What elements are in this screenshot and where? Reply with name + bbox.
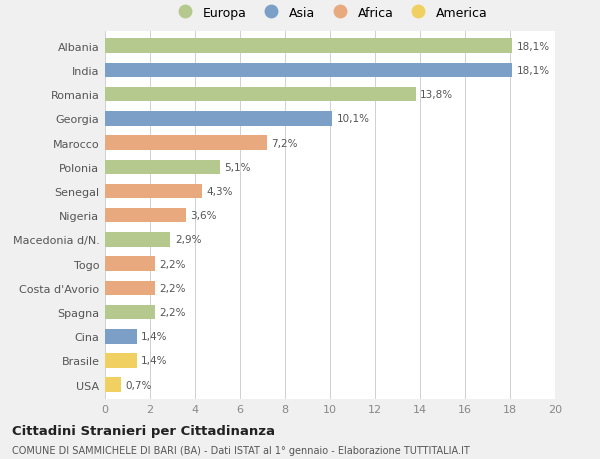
Bar <box>105 257 155 271</box>
Text: 18,1%: 18,1% <box>517 42 550 51</box>
Text: COMUNE DI SAMMICHELE DI BARI (BA) - Dati ISTAT al 1° gennaio - Elaborazione TUTT: COMUNE DI SAMMICHELE DI BARI (BA) - Dati… <box>12 445 470 455</box>
Bar <box>105 305 155 319</box>
Bar <box>105 208 186 223</box>
Text: 10,1%: 10,1% <box>337 114 370 124</box>
Bar <box>105 39 512 54</box>
Text: 3,6%: 3,6% <box>191 211 217 221</box>
Bar <box>105 160 220 175</box>
Text: 7,2%: 7,2% <box>271 138 298 148</box>
Text: 2,2%: 2,2% <box>159 308 185 317</box>
Bar <box>105 185 202 199</box>
Text: Cittadini Stranieri per Cittadinanza: Cittadini Stranieri per Cittadinanza <box>12 425 275 437</box>
Bar <box>105 329 137 344</box>
Bar <box>105 112 332 126</box>
Text: 1,4%: 1,4% <box>141 331 167 341</box>
Bar <box>105 281 155 296</box>
Text: 2,2%: 2,2% <box>159 259 185 269</box>
Bar <box>105 63 512 78</box>
Text: 2,2%: 2,2% <box>159 283 185 293</box>
Legend: Europa, Asia, Africa, America: Europa, Asia, Africa, America <box>170 4 490 22</box>
Bar <box>105 378 121 392</box>
Text: 18,1%: 18,1% <box>517 66 550 76</box>
Text: 0,7%: 0,7% <box>125 380 152 390</box>
Text: 13,8%: 13,8% <box>420 90 453 100</box>
Text: 1,4%: 1,4% <box>141 356 167 366</box>
Bar <box>105 136 267 151</box>
Text: 5,1%: 5,1% <box>224 162 251 173</box>
Text: 4,3%: 4,3% <box>206 186 233 196</box>
Text: 2,9%: 2,9% <box>175 235 201 245</box>
Bar <box>105 88 415 102</box>
Bar <box>105 233 170 247</box>
Bar <box>105 353 137 368</box>
